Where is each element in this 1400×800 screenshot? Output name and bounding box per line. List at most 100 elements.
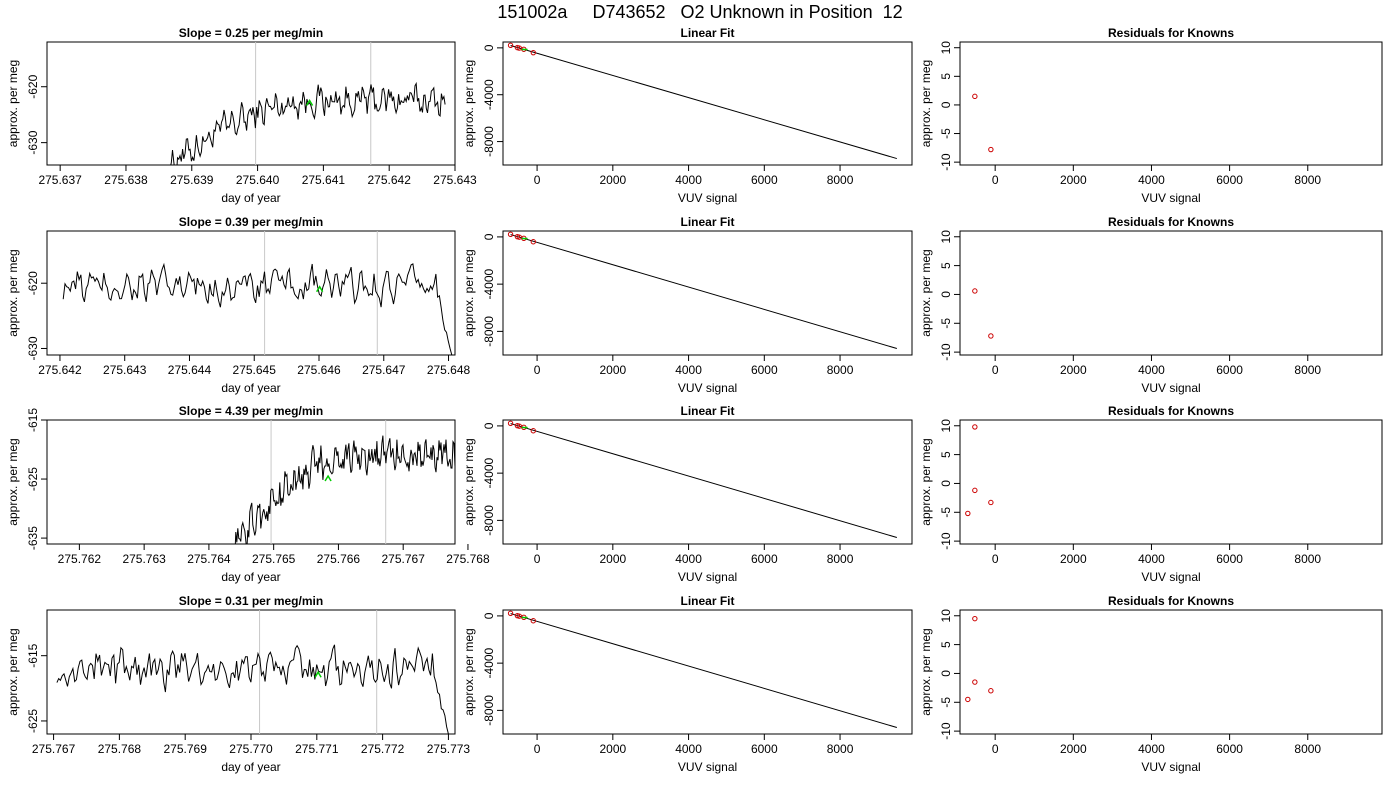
y-tick-label: -5 — [939, 318, 953, 329]
y-tick-label: -10 — [939, 153, 953, 171]
y-tick-label: -635 — [26, 526, 40, 550]
x-tick-label: 4000 — [1138, 363, 1165, 377]
plot-frame — [502, 419, 913, 545]
known-point — [972, 288, 978, 294]
y-axis-label: approx. per meg — [6, 249, 20, 336]
x-tick-label: 275.641 — [302, 173, 346, 187]
plot-area — [507, 231, 897, 349]
panel-3: Residuals for Knowns 0 2000 4000 6000 8000 10 5… — [919, 26, 1383, 205]
known-point — [988, 499, 994, 506]
x-tick-label: 275.766 — [317, 552, 361, 566]
x-tick-label: 4000 — [675, 363, 702, 377]
y-tick-label: 0 — [482, 233, 496, 240]
y-tick-label: -10 — [939, 722, 953, 740]
signal-trace — [56, 644, 449, 734]
y-tick-label: 0 — [482, 44, 496, 51]
panel-title: Linear Fit — [680, 215, 734, 229]
x-axis-label: VUV signal — [678, 381, 737, 395]
known-point — [530, 239, 536, 245]
panel-4: Slope = 0.39 per meg/min 275.642 275.643 27… — [6, 215, 471, 395]
x-tick-label: 2000 — [599, 173, 626, 187]
x-tick-label: 2000 — [599, 742, 626, 756]
x-tick-label: 0 — [992, 552, 999, 566]
y-tick-label: 5 — [939, 262, 953, 269]
x-tick-label: 275.648 — [427, 363, 471, 377]
y-tick-label: -8000 — [482, 316, 496, 347]
plot-area — [507, 42, 897, 160]
known-point — [972, 487, 978, 494]
plot-area — [56, 610, 449, 734]
x-tick-label: 0 — [534, 363, 541, 377]
plot-area — [965, 424, 994, 517]
x-tick-label: 4000 — [1138, 552, 1165, 566]
figure-title: 151002a D743652 O2 Unknown in Position 1… — [497, 2, 903, 22]
y-tick-label: 0 — [939, 291, 953, 298]
plot-frame — [959, 41, 1383, 166]
known-point — [530, 428, 536, 434]
panel-title: Linear Fit — [680, 404, 734, 418]
known-point — [972, 424, 978, 430]
signal-trace — [234, 435, 455, 544]
x-tick-label: 275.642 — [38, 363, 82, 377]
plot-frame — [959, 419, 1383, 545]
y-tick-label: -615 — [26, 408, 40, 432]
panel-8: Linear Fit 0 2000 4000 6000 8000 0 -4000 -8000 VU… — [462, 404, 913, 584]
x-axis-label: VUV signal — [678, 760, 737, 774]
y-tick-label: -4000 — [482, 457, 496, 488]
plot-area — [972, 93, 994, 153]
plot-frame — [502, 609, 913, 735]
known-point — [988, 688, 994, 694]
x-tick-label: 275.768 — [446, 552, 490, 566]
y-tick-label: 10 — [939, 419, 953, 433]
plot-frame — [959, 609, 1383, 735]
x-tick-label: 6000 — [751, 173, 778, 187]
known-point — [988, 333, 994, 339]
y-axis-label: approx. per meg — [462, 249, 476, 336]
panel-title: Slope = 0.39 per meg/min — [179, 215, 323, 229]
y-tick-label: -8000 — [482, 126, 496, 157]
x-tick-label: 6000 — [1216, 363, 1243, 377]
y-tick-label: -625 — [26, 709, 40, 733]
panel-title: Residuals for Knowns — [1108, 215, 1234, 229]
x-tick-label: 0 — [992, 742, 999, 756]
x-tick-label: 0 — [992, 173, 999, 187]
y-tick-label: -10 — [939, 343, 953, 361]
plot-area — [507, 420, 897, 538]
unknown-marker — [314, 670, 322, 678]
y-tick-label: -4000 — [482, 268, 496, 299]
x-axis-label: day of year — [221, 381, 280, 395]
y-axis-label: approx. per meg — [919, 60, 933, 147]
x-tick-label: 0 — [534, 742, 541, 756]
known-point — [965, 510, 971, 517]
y-tick-label: -630 — [26, 130, 40, 154]
y-tick-label: -8000 — [482, 695, 496, 726]
plot-area — [170, 42, 446, 165]
plot-area — [234, 420, 455, 544]
x-tick-label: 0 — [992, 363, 999, 377]
y-tick-label: -4000 — [482, 79, 496, 110]
y-axis-label: approx. per meg — [919, 249, 933, 336]
panel-title: Residuals for Knowns — [1108, 404, 1234, 418]
y-tick-label: 0 — [482, 612, 496, 619]
y-tick-label: 0 — [482, 422, 496, 429]
unknown-marker — [324, 474, 332, 482]
x-axis-label: VUV signal — [1141, 760, 1200, 774]
x-tick-label: 275.645 — [233, 363, 277, 377]
plot-area — [965, 615, 994, 703]
x-tick-label: 0 — [534, 552, 541, 566]
x-tick-label: 275.769 — [163, 742, 207, 756]
y-tick-label: 10 — [939, 230, 953, 244]
x-axis-label: VUV signal — [1141, 381, 1200, 395]
plot-area — [62, 231, 453, 355]
known-point — [507, 420, 514, 427]
x-tick-label: 275.647 — [362, 363, 406, 377]
x-tick-label: 275.644 — [168, 363, 212, 377]
x-tick-label: 2000 — [1060, 363, 1087, 377]
known-point — [988, 146, 994, 153]
x-tick-label: 6000 — [751, 742, 778, 756]
x-tick-label: 275.772 — [361, 742, 405, 756]
x-tick-label: 6000 — [751, 363, 778, 377]
x-tick-label: 275.767 — [381, 552, 425, 566]
plot-area — [972, 288, 994, 339]
